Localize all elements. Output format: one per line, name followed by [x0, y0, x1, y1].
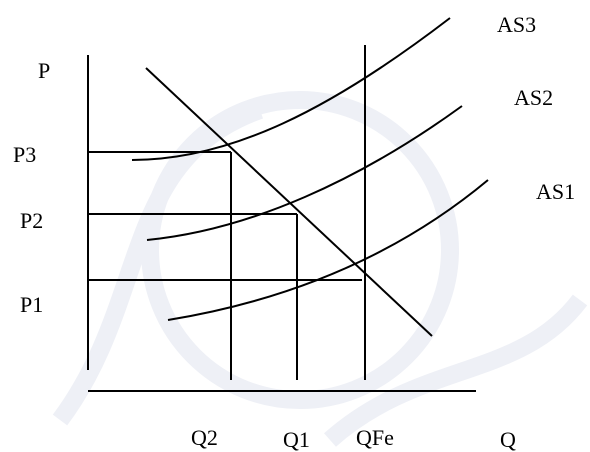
as3-curve [131, 17, 451, 161]
aggregate-demand-line [145, 67, 433, 337]
price-label-p3: P3 [13, 142, 36, 167]
y-axis-label: P [38, 58, 50, 83]
quantity-label-q1: Q1 [283, 427, 310, 452]
price-label-p2: P2 [20, 208, 43, 233]
quantity-label-qfe: QFe [356, 425, 394, 450]
as1-curve [167, 179, 489, 321]
curve-label-as2: AS2 [514, 85, 553, 110]
price-label-p1: P1 [20, 292, 43, 317]
x-axis-label: Q [500, 427, 516, 452]
background-watermark [52, 91, 588, 447]
quantity-label-q2: Q2 [191, 425, 218, 450]
as2-curve [146, 105, 463, 241]
curve-label-as1: AS1 [536, 179, 575, 204]
curve-label-as3: AS3 [497, 12, 536, 37]
